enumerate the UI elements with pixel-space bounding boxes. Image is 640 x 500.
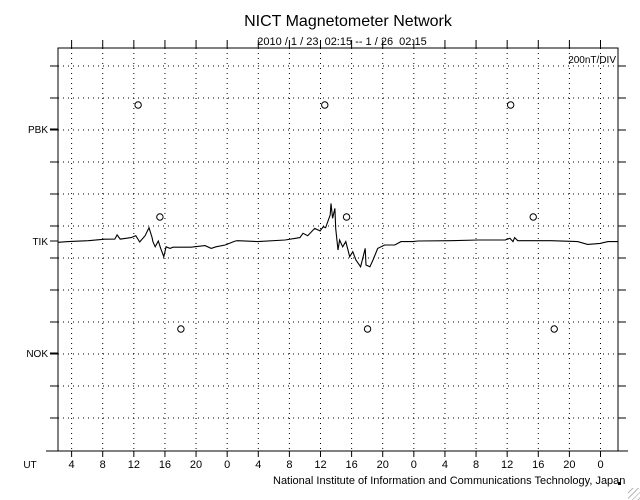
- trace-tik: [57, 203, 618, 269]
- x-tick-labels: 4 8 12 16 20 0 4 8 12 16 20 0 4 8 12 16 20 0: [69, 459, 604, 471]
- grid: [58, 48, 618, 451]
- x-tick-label: 0: [411, 459, 417, 471]
- x-tick-label: 20: [190, 459, 202, 471]
- x-tick-label: 20: [377, 459, 389, 471]
- plot-frame: [57, 47, 619, 452]
- noon-marker-tik: [342, 213, 351, 221]
- x-tick-label: 4: [69, 459, 75, 471]
- x-tick-label: 12: [501, 459, 513, 471]
- x-tick-label: 4: [255, 459, 261, 471]
- x-tick-label: 0: [597, 459, 603, 471]
- station-label-nok: NOK: [26, 349, 48, 360]
- corner-mark: [618, 482, 621, 485]
- x-tick-label: 12: [128, 459, 140, 471]
- x-tick-label: 4: [442, 459, 448, 471]
- x-tick-label: 16: [345, 459, 357, 471]
- x-tick-label: 12: [314, 459, 326, 471]
- noon-marker-nok: [550, 325, 558, 333]
- traces: [57, 203, 618, 269]
- x-tick-label: 16: [532, 459, 544, 471]
- noon-marker-tik: [529, 213, 537, 221]
- noon-marker-pbk: [321, 101, 329, 109]
- credit-text: National Institute of Information and Co…: [273, 475, 625, 487]
- station-label-tik: TIK: [32, 237, 48, 248]
- x-tick-label: 8: [473, 459, 479, 471]
- axis-ticks: [46, 40, 628, 457]
- resize-grip[interactable]: [628, 488, 640, 500]
- x-tick-label: 20: [563, 459, 575, 471]
- noon-marker-pbk: [134, 101, 142, 109]
- noon-marker-pbk: [506, 101, 515, 109]
- noon-marker-nok: [177, 325, 185, 333]
- local-noon-markers: [134, 101, 558, 333]
- chart-title: NICT Magnetometer Network: [244, 13, 453, 30]
- station-labels: PBK TIK NOK: [26, 125, 48, 360]
- noon-marker-tik: [156, 213, 164, 221]
- station-label-pbk: PBK: [28, 125, 48, 136]
- x-axis-label: UT: [23, 460, 36, 471]
- x-tick-label: 8: [286, 459, 292, 471]
- scale-label: 200nT/DIV: [568, 55, 616, 66]
- x-tick-label: 0: [224, 459, 230, 471]
- chart-subtitle: 2010 / 1 / 23 02:15 -- 1 / 26 02:15: [257, 36, 426, 48]
- noon-marker-nok: [363, 325, 372, 333]
- x-tick-label: 8: [100, 459, 106, 471]
- x-tick-label: 16: [159, 459, 171, 471]
